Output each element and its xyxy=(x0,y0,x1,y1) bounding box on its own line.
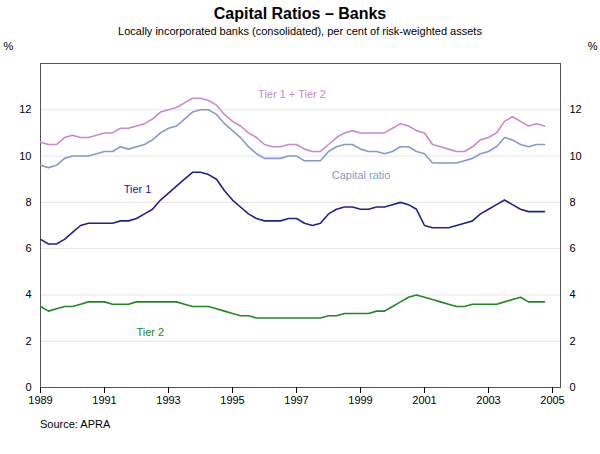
svg-text:2: 2 xyxy=(570,335,576,347)
svg-text:1999: 1999 xyxy=(348,394,372,406)
svg-text:0: 0 xyxy=(570,381,576,393)
svg-text:Tier 2: Tier 2 xyxy=(137,326,165,338)
svg-text:12: 12 xyxy=(570,103,582,115)
svg-text:10: 10 xyxy=(570,150,582,162)
svg-text:12: 12 xyxy=(19,103,31,115)
svg-text:1995: 1995 xyxy=(220,394,244,406)
svg-text:2005: 2005 xyxy=(540,394,564,406)
svg-text:8: 8 xyxy=(25,196,31,208)
html-text:Locally incorporated banks (co: Locally incorporated banks (consolidated… xyxy=(118,25,482,37)
svg-text:Capital ratio: Capital ratio xyxy=(332,169,391,181)
html-text:Capital Ratios – Banks: Capital Ratios – Banks xyxy=(213,5,387,22)
svg-text:10: 10 xyxy=(19,150,31,162)
svg-text:1989: 1989 xyxy=(28,394,52,406)
svg-text:6: 6 xyxy=(25,242,31,254)
svg-text:2003: 2003 xyxy=(476,394,500,406)
svg-text:4: 4 xyxy=(570,288,576,300)
svg-text:1993: 1993 xyxy=(156,394,180,406)
svg-text:6: 6 xyxy=(570,242,576,254)
html-text:Source: APRA: Source: APRA xyxy=(40,418,111,430)
svg-text:%: % xyxy=(4,40,14,52)
svg-text:%: % xyxy=(588,40,598,52)
svg-text:0: 0 xyxy=(25,381,31,393)
svg-text:2: 2 xyxy=(25,335,31,347)
svg-text:8: 8 xyxy=(570,196,576,208)
svg-text:4: 4 xyxy=(25,288,31,300)
svg-text:Tier 1: Tier 1 xyxy=(124,183,152,195)
svg-text:1997: 1997 xyxy=(284,394,308,406)
svg-text:Tier 1 + Tier 2: Tier 1 + Tier 2 xyxy=(258,88,326,100)
svg-text:1991: 1991 xyxy=(92,394,116,406)
svg-text:2001: 2001 xyxy=(412,394,436,406)
